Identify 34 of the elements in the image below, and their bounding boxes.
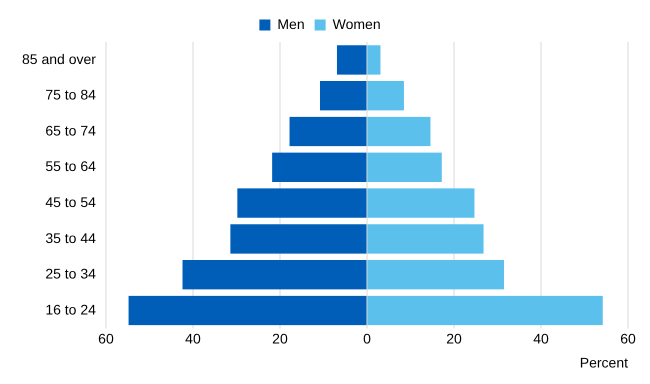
bar — [272, 152, 366, 182]
y-tick-label: 16 to 24 — [45, 301, 96, 318]
bar — [367, 224, 484, 254]
bar — [367, 260, 504, 290]
x-axis-title: Percent — [580, 354, 628, 370]
bar — [336, 45, 366, 75]
y-tick-label: 45 to 54 — [45, 194, 96, 210]
y-tick-label: 35 to 44 — [45, 230, 96, 246]
bar — [320, 81, 366, 110]
bar — [367, 81, 404, 110]
bar — [128, 296, 366, 326]
bar — [367, 116, 430, 146]
legend-label: Women — [332, 16, 381, 32]
bar — [182, 260, 366, 290]
x-tick-label: 60 — [98, 330, 114, 347]
bar — [230, 224, 366, 254]
x-tick-label: 60 — [620, 330, 636, 347]
bar — [367, 188, 474, 218]
y-tick-label: 25 to 34 — [45, 266, 96, 282]
bar — [237, 188, 366, 218]
y-tick-label: 75 to 84 — [45, 86, 96, 103]
y-tick-label: 55 to 64 — [45, 158, 96, 174]
y-tick-label: 85 and over — [22, 50, 96, 67]
x-tick-label: 0 — [363, 330, 372, 347]
y-tick-label: 65 to 74 — [45, 122, 96, 138]
bar — [367, 296, 603, 326]
bar — [290, 116, 366, 146]
bar — [367, 152, 442, 182]
bar — [367, 45, 380, 75]
x-tick-label: 20 — [272, 330, 288, 347]
x-tick-label: 20 — [446, 330, 462, 347]
x-tick-label: 40 — [533, 330, 549, 347]
x-tick-label: 40 — [185, 330, 201, 347]
legend-label: Men — [277, 16, 305, 32]
